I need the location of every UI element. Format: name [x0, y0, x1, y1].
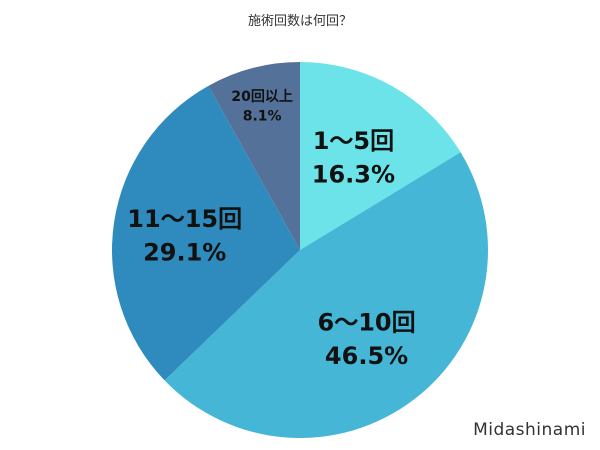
slice-percent-4: 8.1%: [243, 109, 282, 125]
slice-percent-3: 29.1%: [143, 238, 226, 266]
slice-label-3: 11〜15回: [127, 205, 242, 233]
pie-slice-1: [300, 62, 461, 250]
chart-title: 施術回数は何回？: [247, 14, 352, 29]
slice-label-2: 6〜10回: [318, 308, 416, 336]
slice-percent-1: 16.3%: [312, 161, 395, 189]
slice-label-1: 1〜5回: [313, 127, 394, 155]
pie-slice-3: [111, 85, 301, 381]
pie-slice-4: [208, 62, 300, 250]
slice-label-4: 20回以上: [231, 89, 292, 105]
pie-slice-2: [164, 152, 488, 438]
brand-watermark: Midashinami: [473, 420, 586, 440]
slice-percent-2: 46.5%: [325, 342, 408, 370]
